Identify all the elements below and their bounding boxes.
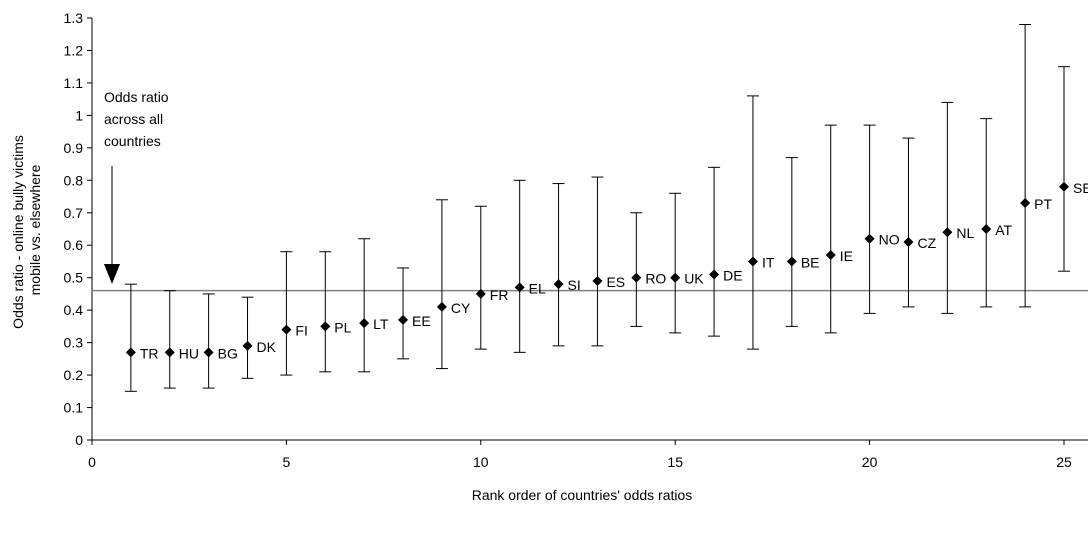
country-label-el: EL xyxy=(529,280,546,296)
data-point-es xyxy=(592,275,603,286)
data-point-fr xyxy=(475,288,486,299)
country-labels: TR HU BG DK FI PL LT EE CY FR EL SI ES RO UK DE IT BE IE NO… xyxy=(140,180,1088,362)
data-point-lt xyxy=(359,318,370,329)
axes: 0 0.1 0.2 0.3 0.4 0.5 0.6 0.7 0.8 0.9 1 1.1 1.2 1.3 0 5… xyxy=(64,10,1088,470)
data-point-de xyxy=(709,269,720,280)
country-label-bg: BG xyxy=(218,345,238,361)
country-label-fr: FR xyxy=(490,287,509,303)
y-tick-label: 1.2 xyxy=(64,42,84,58)
y-axis-title: Odds ratio - online bully victims mobile… xyxy=(10,131,43,329)
data-point-cy xyxy=(436,301,447,312)
data-point-ee xyxy=(398,314,409,325)
data-point-cz xyxy=(903,236,914,247)
y-tick-label: 0.1 xyxy=(64,400,84,416)
data-point-bg xyxy=(203,347,214,358)
country-label-ee: EE xyxy=(412,313,431,329)
annotation-line-2: across all xyxy=(104,111,164,127)
country-label-hu: HU xyxy=(179,345,199,361)
data-point-el xyxy=(514,282,525,293)
country-label-fi: FI xyxy=(295,323,307,339)
data-point-hu xyxy=(164,347,175,358)
annotation-line-3: countries xyxy=(104,133,161,149)
data-point-si xyxy=(553,279,564,290)
country-label-si: SI xyxy=(568,277,581,293)
country-label-es: ES xyxy=(606,274,625,290)
data-point-pl xyxy=(320,321,331,332)
country-label-lt: LT xyxy=(373,316,389,332)
y-tick-label: 1.1 xyxy=(64,75,84,91)
y-tick-label: 0.4 xyxy=(64,302,84,318)
x-tick-label: 25 xyxy=(1056,454,1072,470)
x-tick-label: 10 xyxy=(473,454,489,470)
x-axis-title: Rank order of countries' odds ratios xyxy=(472,487,693,503)
data-point-nl xyxy=(942,227,953,238)
x-tick-label: 20 xyxy=(862,454,878,470)
y-tick-label: 0.7 xyxy=(64,205,84,221)
annotation-arrow xyxy=(104,166,120,284)
y-tick-label: 0.2 xyxy=(64,367,84,383)
country-label-no: NO xyxy=(879,232,900,248)
y-tick-label: 0 xyxy=(75,432,83,448)
y-tick-label: 0.6 xyxy=(64,237,84,253)
data-point-dk xyxy=(242,340,253,351)
y-tick-label: 0.9 xyxy=(64,140,84,156)
country-label-uk: UK xyxy=(684,271,704,287)
y-axis-title-line-2: mobile vs. elsewhere xyxy=(27,164,43,295)
data-point-fi xyxy=(281,324,292,335)
country-label-de: DE xyxy=(723,267,742,283)
country-label-pt: PT xyxy=(1034,196,1052,212)
country-label-pl: PL xyxy=(334,319,351,335)
country-label-dk: DK xyxy=(257,339,277,355)
country-label-at: AT xyxy=(995,222,1012,238)
country-label-tr: TR xyxy=(140,345,159,361)
data-points xyxy=(125,181,1069,358)
error-bars xyxy=(124,23,1070,392)
x-tick-label: 5 xyxy=(283,454,291,470)
country-label-it: IT xyxy=(762,254,775,270)
y-tick-label: 1.3 xyxy=(64,10,84,26)
annotation-text: Odds ratio across all countries xyxy=(104,86,214,152)
data-point-uk xyxy=(670,272,681,283)
y-tick-label: 0.8 xyxy=(64,172,84,188)
y-tick-label: 1 xyxy=(75,107,83,123)
country-label-ie: IE xyxy=(840,248,853,264)
y-tick-label: 0.3 xyxy=(64,335,84,351)
data-point-tr xyxy=(125,347,136,358)
data-point-ro xyxy=(631,272,642,283)
country-label-be: BE xyxy=(801,254,820,270)
data-point-pt xyxy=(1020,198,1031,209)
data-point-se xyxy=(1059,181,1069,192)
data-point-no xyxy=(864,233,875,244)
country-label-cy: CY xyxy=(451,300,471,316)
country-label-cz: CZ xyxy=(917,235,936,251)
data-point-at xyxy=(981,224,992,234)
y-axis-title-line-1: Odds ratio - online bully victims xyxy=(10,135,26,329)
data-point-ie xyxy=(825,249,836,260)
data-point-it xyxy=(747,256,758,267)
x-tick-label: 15 xyxy=(667,454,683,470)
country-label-nl: NL xyxy=(956,225,974,241)
country-label-se: SE xyxy=(1073,180,1088,196)
country-label-ro: RO xyxy=(645,271,666,287)
annotation-arrow-head xyxy=(104,264,120,284)
y-tick-label: 0.5 xyxy=(64,270,84,286)
data-point-be xyxy=(786,256,797,267)
annotation-line-1: Odds ratio xyxy=(104,89,169,105)
x-tick-label: 0 xyxy=(88,454,96,470)
